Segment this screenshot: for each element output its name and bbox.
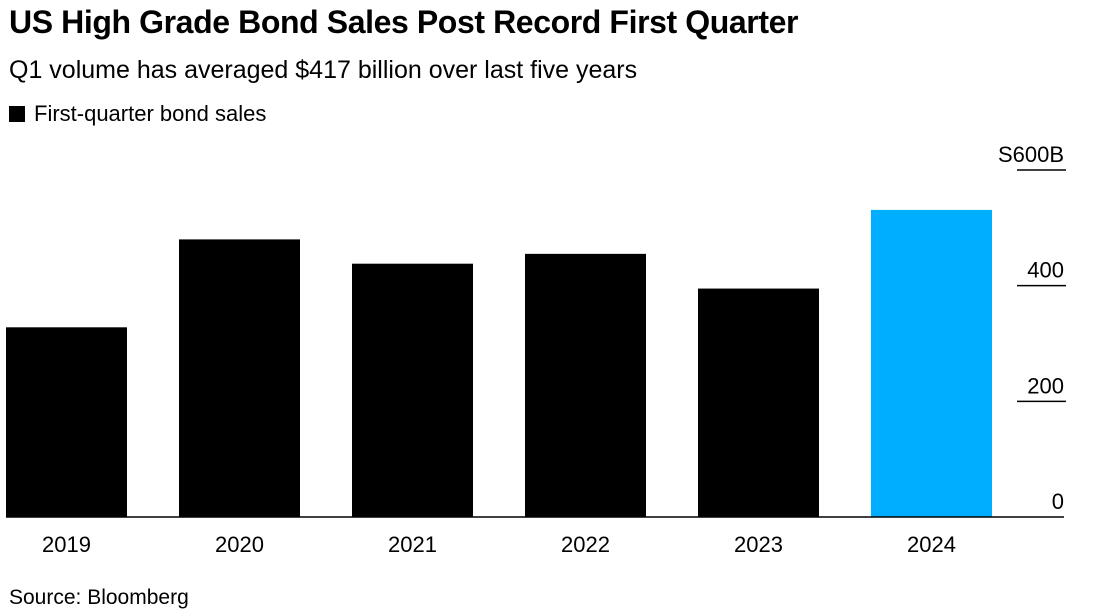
y-tick-label-200: 200	[1027, 373, 1064, 398]
x-tick-label-2024: 2024	[907, 532, 956, 557]
bar-2019	[6, 327, 127, 517]
x-axis-labels: 2019 2020 2021 2022 2023 2024	[42, 532, 956, 557]
bars-group	[6, 209, 992, 517]
y-tick-label-0: 0	[1052, 489, 1064, 514]
y-tick-label-400: 400	[1027, 258, 1064, 283]
bar-chart: 2019 2020 2021 2022 2023 2024 0 200 400 S600B	[6, 142, 1066, 557]
y-tick-label-600: S600B	[998, 142, 1064, 167]
x-tick-label-2021: 2021	[388, 532, 437, 557]
y-axis: 0 200 400 S600B	[998, 142, 1066, 514]
legend: First-quarter bond sales	[9, 101, 266, 127]
x-tick-label-2020: 2020	[215, 532, 264, 557]
legend-swatch	[9, 106, 25, 122]
source-note: Source: Bloomberg	[9, 586, 189, 609]
bar-2021	[352, 263, 473, 517]
legend-label: First-quarter bond sales	[34, 101, 267, 126]
bar-2023	[698, 288, 819, 517]
x-tick-label-2023: 2023	[734, 532, 783, 557]
bar-2020	[179, 239, 300, 517]
x-tick-label-2022: 2022	[561, 532, 610, 557]
chart-title: US High Grade Bond Sales Post Record Fir…	[9, 4, 799, 40]
x-tick-label-2019: 2019	[42, 532, 91, 557]
bar-2022	[525, 253, 646, 517]
bar-2024	[871, 209, 992, 517]
chart-subtitle: Q1 volume has averaged $417 billion over…	[9, 56, 638, 84]
